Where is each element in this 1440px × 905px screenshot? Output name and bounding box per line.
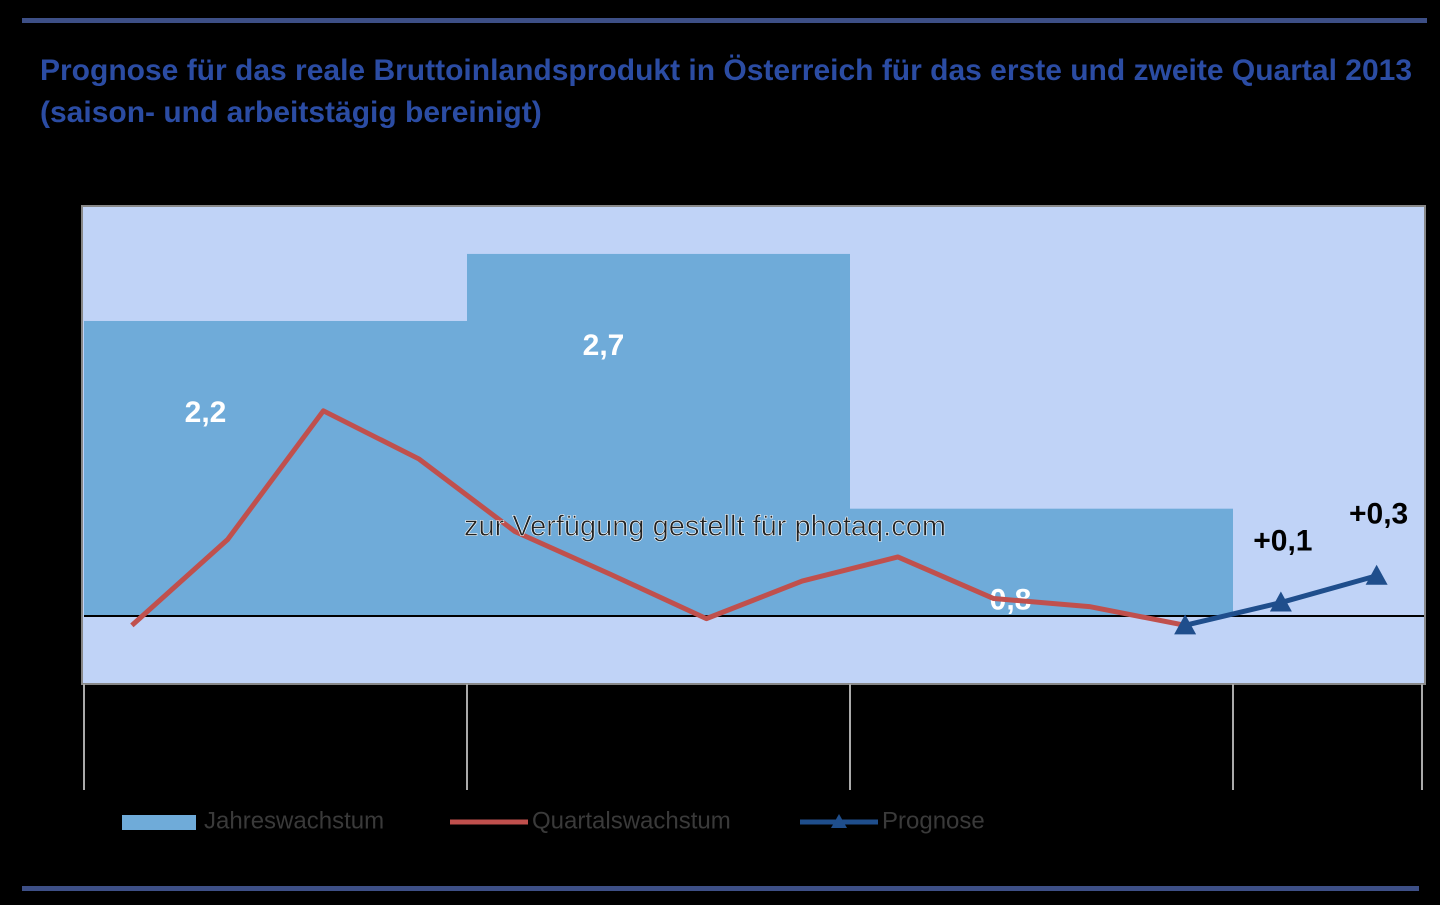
marker bbox=[1365, 564, 1388, 585]
marker bbox=[1269, 591, 1292, 612]
bar-label: 2,7 bbox=[583, 329, 625, 362]
header-rule bbox=[22, 18, 1427, 23]
bar bbox=[84, 320, 467, 616]
bar bbox=[467, 253, 850, 616]
legend-label: Quartalswachstum bbox=[532, 807, 731, 834]
legend-marker bbox=[831, 814, 847, 828]
series-line bbox=[130, 408, 1186, 628]
bar-label: 2,2 bbox=[185, 396, 227, 429]
footer-rule bbox=[22, 886, 1419, 891]
title-box: Prognose für das reale Bruttoinlandsprod… bbox=[40, 54, 1413, 129]
legend-swatch bbox=[122, 815, 196, 830]
point-label: +0,3 bbox=[1349, 498, 1408, 531]
watermark: zur Verfügung gestellt für photaq.com bbox=[464, 511, 946, 543]
point-label: +0,1 bbox=[1253, 524, 1312, 557]
legend-label: Prognose bbox=[882, 807, 985, 834]
chart-title: Prognose für das reale Bruttoinlandsprod… bbox=[40, 54, 1413, 129]
marker bbox=[1174, 614, 1197, 635]
legend-label: Jahreswachstum bbox=[204, 807, 384, 834]
